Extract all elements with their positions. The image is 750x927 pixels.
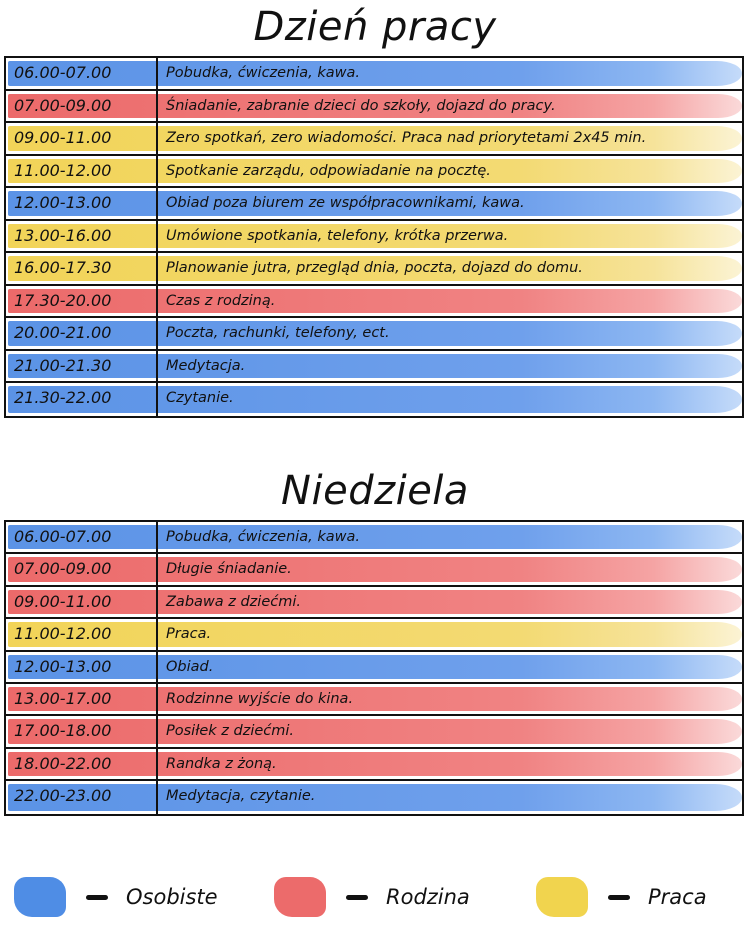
row-highlight-yellow	[8, 223, 742, 248]
schedule-row: 22.00-23.00 Medytacja, czytanie.	[6, 781, 742, 814]
legend-swatch-blue	[14, 877, 66, 917]
time-cell: 16.00-17.30	[6, 253, 158, 284]
row-highlight-blue	[8, 61, 742, 86]
time-cell: 07.00-09.00	[6, 554, 158, 585]
activity-cell: Obiad.	[166, 658, 214, 675]
time-cell: 09.00-11.00	[6, 123, 158, 154]
schedule-row: 17.00-18.00 Posiłek z dziećmi.	[6, 716, 742, 749]
time-cell: 12.00-13.00	[6, 188, 158, 219]
schedule-row: 09.00-11.00 Zero spotkań, zero wiadomości…	[6, 123, 742, 156]
activity-cell: Medytacja, czytanie.	[166, 788, 316, 805]
schedule-row: 13.00-17.00 Rodzinne wyjście do kina.	[6, 683, 742, 717]
sunday-schedule-table: 06.00-07.00 Pobudka, ćwiczenia, kawa. 07.0…	[4, 520, 744, 816]
activity-cell: Posiłek z dziećmi.	[166, 723, 295, 740]
row-highlight-red	[8, 719, 742, 744]
schedule-row: 12.00-13.00 Obiad.	[6, 651, 742, 684]
row-highlight-yellow	[8, 126, 742, 151]
row-highlight-blue	[8, 353, 742, 378]
legend-label-family: Rodzina	[386, 885, 470, 909]
row-highlight-red	[8, 93, 742, 118]
legend-dash	[86, 894, 108, 900]
time-cell: 06.00-07.00	[6, 58, 158, 89]
time-cell: 21.00-21.30	[6, 350, 158, 381]
row-highlight-red	[8, 589, 742, 615]
time-cell: 13.00-17.00	[6, 683, 158, 715]
row-highlight-blue	[8, 386, 742, 413]
activity-cell: Randka z żoną.	[166, 755, 277, 772]
activity-cell: Obiad poza biurem ze współpracownikami, …	[166, 195, 525, 211]
activity-cell: Planowanie jutra, przegląd dnia, poczta,…	[166, 260, 583, 276]
schedule-row: 16.00-17.30 Planowanie jutra, przegląd dn…	[6, 253, 742, 286]
time-cell: 11.00-12.00	[6, 155, 158, 186]
activity-cell: Długie śniadanie.	[166, 561, 292, 578]
schedule-row: 20.00-21.00 Poczta, rachunki, telefony, e…	[6, 318, 742, 351]
schedule-row: 07.00-09.00 Długie śniadanie.	[6, 554, 742, 587]
row-highlight-blue	[8, 784, 742, 811]
time-cell: 18.00-22.00	[6, 748, 158, 780]
schedule-row: 21.30-22.00 Czytanie.	[6, 383, 742, 416]
activity-cell: Medytacja.	[166, 357, 246, 374]
legend-item-personal: Osobiste	[14, 868, 218, 926]
schedule-row: 18.00-22.00 Randka z żoną.	[6, 748, 742, 782]
time-cell: 09.00-11.00	[6, 586, 158, 618]
workday-schedule-table: 06.00-07.00 Pobudka, ćwiczenia, kawa. 07.0…	[4, 56, 744, 418]
row-highlight-red	[8, 686, 742, 712]
legend-swatch-yellow	[536, 877, 588, 917]
schedule-row: 06.00-07.00 Pobudka, ćwiczenia, kawa.	[6, 522, 742, 555]
row-highlight-red	[8, 751, 742, 777]
row-highlight-yellow	[8, 158, 742, 183]
activity-cell: Praca.	[166, 626, 212, 643]
activity-cell: Pobudka, ćwiczenia, kawa.	[166, 65, 361, 81]
schedule-row: 09.00-11.00 Zabawa z dziećmi.	[6, 586, 742, 620]
activity-cell: Czytanie.	[166, 390, 234, 406]
activity-cell: Zero spotkań, zero wiadomości. Praca nad…	[166, 130, 647, 146]
time-cell: 17.30-20.00	[6, 285, 158, 316]
legend-label-work: Praca	[648, 885, 707, 909]
legend-dash	[608, 894, 630, 900]
row-highlight-blue	[8, 321, 742, 346]
time-cell: 17.00-18.00	[6, 716, 158, 747]
activity-cell: Śniadanie, zabranie dzieci do szkoły, do…	[166, 97, 556, 114]
schedule-row: 17.30-20.00 Czas z rodziną.	[6, 285, 742, 318]
time-cell: 06.00-07.00	[6, 522, 158, 553]
schedule-row: 13.00-16.00 Umówione spotkania, telefony,…	[6, 220, 742, 253]
time-cell: 21.30-22.00	[6, 383, 158, 416]
schedule-row: 21.00-21.30 Medytacja.	[6, 350, 742, 383]
row-highlight-blue	[8, 525, 742, 550]
row-highlight-red	[8, 288, 742, 313]
legend-label-personal: Osobiste	[126, 885, 218, 909]
activity-cell: Czas z rodziną.	[166, 292, 276, 309]
schedule-row: 07.00-09.00 Śniadanie, zabranie dzieci do…	[6, 90, 742, 123]
row-highlight-red	[8, 557, 742, 582]
time-cell: 11.00-12.00	[6, 619, 158, 650]
activity-cell: Spotkanie zarządu, odpowiadanie na poczt…	[166, 162, 491, 179]
legend-item-work: Praca	[536, 868, 707, 926]
row-highlight-yellow	[8, 256, 742, 281]
activity-cell: Zabawa z dziećmi.	[166, 593, 301, 610]
time-cell: 07.00-09.00	[6, 90, 158, 121]
activity-cell: Rodzinne wyjście do kina.	[166, 690, 354, 707]
legend-item-family: Rodzina	[274, 868, 470, 926]
activity-cell: Umówione spotkania, telefony, krótka prz…	[166, 227, 509, 244]
schedule-row: 06.00-07.00 Pobudka, ćwiczenia, kawa.	[6, 58, 742, 91]
legend-swatch-red	[274, 877, 326, 917]
workday-title: Dzień pracy	[253, 4, 497, 50]
sunday-title: Niedziela	[281, 468, 469, 514]
time-cell: 13.00-16.00	[6, 220, 158, 251]
row-highlight-blue	[8, 191, 742, 216]
legend-dash	[346, 894, 368, 900]
time-cell: 12.00-13.00	[6, 651, 158, 682]
time-cell: 20.00-21.00	[6, 318, 158, 349]
activity-cell: Poczta, rachunki, telefony, ect.	[166, 325, 390, 341]
schedule-row: 11.00-12.00 Praca.	[6, 619, 742, 652]
schedule-row: 12.00-13.00 Obiad poza biurem ze współpra…	[6, 188, 742, 221]
schedule-row: 11.00-12.00 Spotkanie zarządu, odpowiadan…	[6, 155, 742, 188]
activity-cell: Pobudka, ćwiczenia, kawa.	[166, 529, 361, 545]
row-highlight-blue	[8, 654, 742, 679]
row-highlight-yellow	[8, 622, 742, 647]
time-cell: 22.00-23.00	[6, 781, 158, 814]
